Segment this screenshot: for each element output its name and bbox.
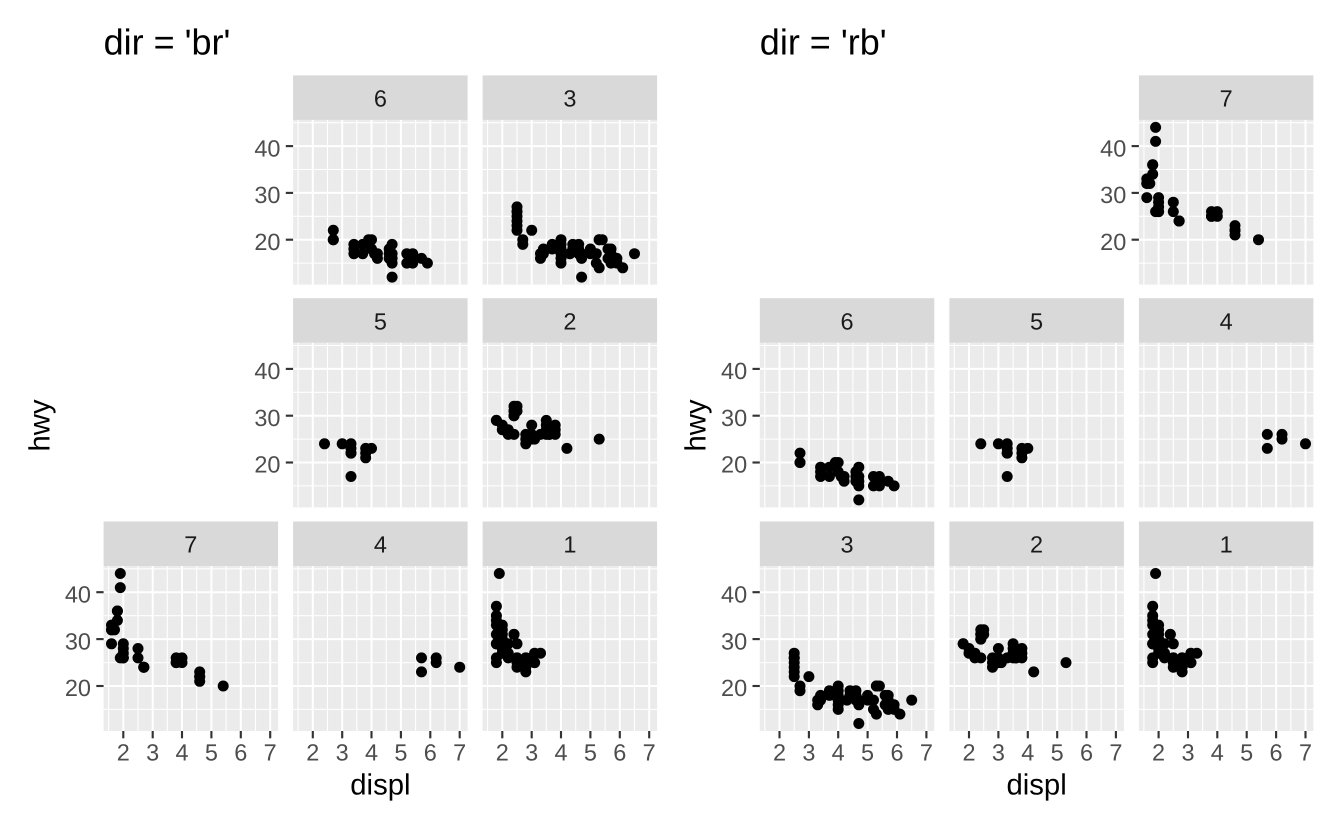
svg-text:7: 7 [643,740,656,766]
svg-text:4: 4 [1220,308,1233,334]
svg-text:5: 5 [374,308,387,334]
svg-text:3: 3 [1181,740,1194,766]
svg-text:5: 5 [861,740,874,766]
svg-text:2: 2 [773,740,786,766]
svg-text:5: 5 [1030,308,1043,334]
svg-text:3: 3 [146,740,159,766]
svg-text:6: 6 [424,740,437,766]
svg-text:3: 3 [525,740,538,766]
svg-text:20: 20 [1100,229,1126,255]
svg-text:4: 4 [554,740,567,766]
svg-text:4: 4 [175,740,188,766]
svg-text:30: 30 [65,628,91,654]
svg-text:4: 4 [365,740,378,766]
svg-text:4: 4 [1211,740,1224,766]
svg-text:40: 40 [1100,135,1126,161]
svg-text:2: 2 [1152,740,1165,766]
svg-text:5: 5 [584,740,597,766]
svg-text:30: 30 [721,628,747,654]
svg-text:5: 5 [1051,740,1064,766]
svg-text:6: 6 [890,740,903,766]
svg-text:7: 7 [920,740,933,766]
svg-text:2: 2 [117,740,130,766]
svg-text:40: 40 [254,358,280,384]
svg-text:3: 3 [992,740,1005,766]
svg-text:3: 3 [840,532,853,558]
svg-text:6: 6 [840,308,853,334]
svg-text:4: 4 [832,740,845,766]
svg-text:30: 30 [254,182,280,208]
svg-text:30: 30 [254,405,280,431]
svg-text:40: 40 [721,582,747,608]
svg-text:7: 7 [1299,740,1312,766]
svg-text:displ: displ [1006,769,1066,802]
svg-text:2: 2 [496,740,509,766]
svg-text:6: 6 [1270,740,1283,766]
svg-text:40: 40 [721,358,747,384]
svg-text:dir = 'br': dir = 'br' [104,22,231,63]
svg-text:40: 40 [65,582,91,608]
svg-text:dir = 'rb': dir = 'rb' [760,22,887,63]
svg-text:30: 30 [721,405,747,431]
svg-text:4: 4 [1021,740,1034,766]
svg-text:hwy: hwy [680,399,713,451]
svg-text:7: 7 [264,740,277,766]
svg-text:40: 40 [254,135,280,161]
svg-text:2: 2 [962,740,975,766]
svg-text:4: 4 [374,532,387,558]
svg-text:5: 5 [1240,740,1253,766]
svg-text:1: 1 [1220,532,1233,558]
svg-text:3: 3 [802,740,815,766]
svg-text:6: 6 [374,86,387,112]
svg-text:20: 20 [65,675,91,701]
svg-text:displ: displ [350,769,410,802]
svg-text:6: 6 [613,740,626,766]
svg-text:hwy: hwy [23,399,56,451]
svg-text:20: 20 [254,452,280,478]
svg-text:3: 3 [563,86,576,112]
svg-text:20: 20 [721,452,747,478]
svg-text:6: 6 [234,740,247,766]
svg-text:20: 20 [721,675,747,701]
svg-text:2: 2 [1030,532,1043,558]
svg-text:2: 2 [563,308,576,334]
svg-text:30: 30 [1100,182,1126,208]
svg-text:7: 7 [1220,86,1233,112]
svg-text:5: 5 [205,740,218,766]
svg-text:7: 7 [453,740,466,766]
svg-text:7: 7 [184,532,197,558]
svg-text:3: 3 [336,740,349,766]
svg-text:6: 6 [1080,740,1093,766]
svg-text:20: 20 [254,229,280,255]
svg-text:5: 5 [394,740,407,766]
svg-text:7: 7 [1109,740,1122,766]
svg-text:1: 1 [563,532,576,558]
svg-text:2: 2 [306,740,319,766]
